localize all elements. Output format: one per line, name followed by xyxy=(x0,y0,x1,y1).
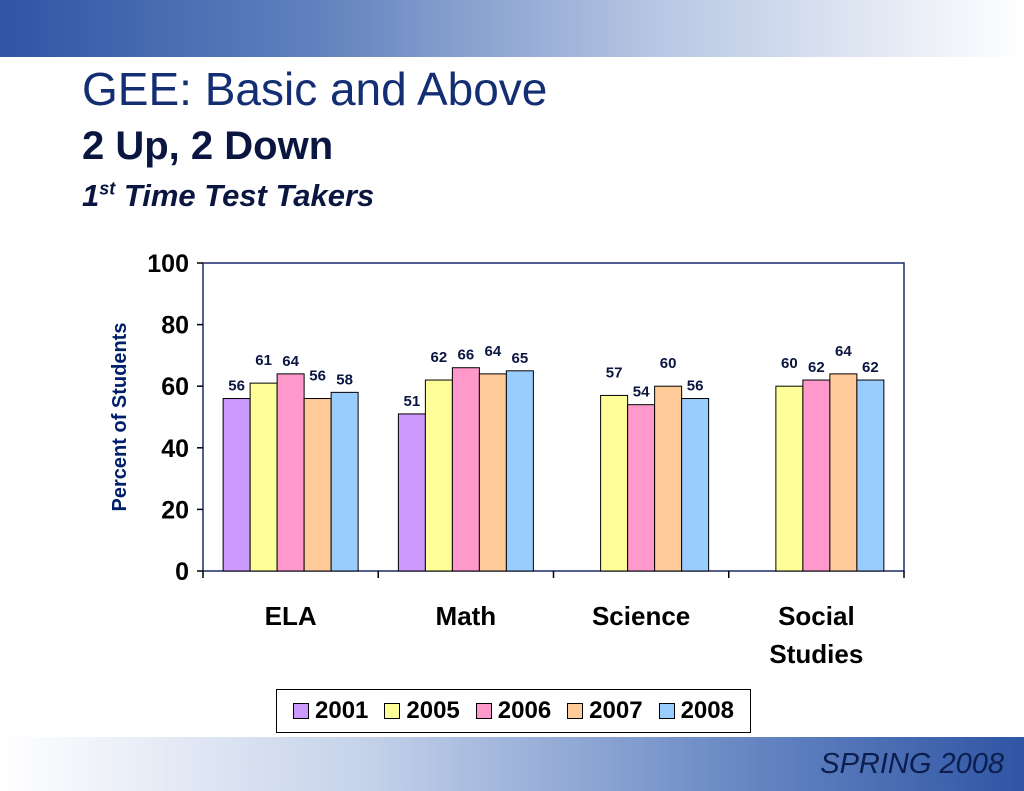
legend-label: 2001 xyxy=(315,697,369,724)
y-tick-label: 40 xyxy=(161,435,189,463)
bar xyxy=(856,379,885,572)
x-category-label: ELA xyxy=(265,601,317,631)
bar-data-label: 58 xyxy=(336,371,353,388)
bar xyxy=(627,404,656,572)
legend-label: 2008 xyxy=(680,697,734,724)
x-category-label: Science xyxy=(592,601,690,631)
bar xyxy=(424,379,453,572)
bar xyxy=(249,382,278,572)
bar xyxy=(505,370,534,572)
legend-item: 2001 xyxy=(293,697,368,725)
bar xyxy=(600,394,629,572)
legend-item: 2007 xyxy=(567,697,643,725)
bottom-gradient-band xyxy=(0,737,1024,791)
bar-data-label: 65 xyxy=(512,350,529,367)
subtitle2-superscript: st xyxy=(99,178,116,199)
y-tick-label: 100 xyxy=(147,250,189,278)
bar xyxy=(478,373,507,572)
bar-data-label: 61 xyxy=(255,352,272,369)
bar xyxy=(303,398,332,572)
bar-data-label: 54 xyxy=(633,384,650,401)
subtitle2-rest: Time Test Takers xyxy=(115,178,375,213)
x-category-label: Social xyxy=(778,601,855,631)
x-category-label: Math xyxy=(436,601,497,631)
legend-label: 2007 xyxy=(589,697,643,724)
bar-data-label: 57 xyxy=(606,364,623,381)
bar-data-label: 64 xyxy=(485,343,502,360)
legend-swatch xyxy=(567,703,584,719)
bar xyxy=(276,373,305,572)
bar-data-label: 62 xyxy=(431,349,448,366)
bar xyxy=(775,385,804,572)
bar xyxy=(802,379,831,572)
bar xyxy=(451,367,480,572)
bar xyxy=(222,398,251,572)
legend-item: 2006 xyxy=(475,697,552,725)
bar xyxy=(397,413,426,572)
bar-data-label: 51 xyxy=(404,393,421,410)
footer-label: SPRING 2008 xyxy=(820,748,1004,780)
y-axis-label: Percent of Students xyxy=(109,323,131,512)
bar-data-label: 64 xyxy=(835,343,852,360)
y-tick-label: 60 xyxy=(161,373,189,401)
legend-label: 2006 xyxy=(497,697,552,724)
x-category-label: Studies xyxy=(769,639,863,669)
slide-subtitle: 2 Up, 2 Down xyxy=(82,124,334,168)
bar-data-label: 60 xyxy=(660,355,677,372)
bar-data-label: 56 xyxy=(687,378,704,395)
bar-data-label: 62 xyxy=(808,359,825,376)
chart-legend: 2001 2005 2006 2007 2008 xyxy=(276,689,751,733)
bar xyxy=(330,391,359,572)
bar xyxy=(654,385,683,572)
subtitle2-prefix: 1 xyxy=(82,178,100,213)
legend-label: 2005 xyxy=(406,697,460,724)
y-tick-label: 0 xyxy=(175,558,189,586)
bar-data-label: 62 xyxy=(862,359,879,376)
legend-swatch xyxy=(293,703,309,719)
y-tick-label: 80 xyxy=(161,312,189,340)
legend-swatch xyxy=(475,703,492,719)
top-gradient-band xyxy=(0,0,1024,57)
bar-data-label: 60 xyxy=(781,355,798,372)
legend-swatch xyxy=(658,703,675,719)
y-tick-label: 20 xyxy=(161,496,189,524)
bar-data-label: 64 xyxy=(282,353,299,370)
legend-swatch xyxy=(384,703,401,719)
bar xyxy=(681,398,710,572)
bar-chart: 0 20 40 60 80 100 Percent of Students 56 61 64 56 5… xyxy=(109,250,905,669)
bar xyxy=(829,373,858,572)
slide-subtitle-secondary: 1st Time Test Takers xyxy=(82,178,374,214)
slide-title: GEE: Basic and Above xyxy=(82,63,548,115)
bar-data-label: 66 xyxy=(458,347,475,364)
legend-item: 2005 xyxy=(384,697,460,725)
bar-data-label: 56 xyxy=(309,368,326,385)
bar-data-label: 56 xyxy=(228,378,245,395)
legend-item: 2008 xyxy=(658,697,734,725)
